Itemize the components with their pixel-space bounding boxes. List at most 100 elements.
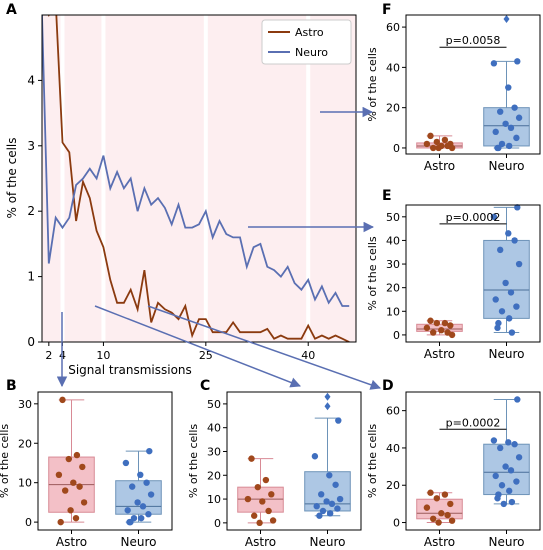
data-point <box>444 511 451 519</box>
outlier-marker <box>503 15 510 24</box>
highlight-column-4 <box>60 15 65 342</box>
y-tick-label: 30 <box>207 445 221 458</box>
panel-a-x-ticks: 24102540 <box>45 342 315 362</box>
data-point <box>494 495 501 502</box>
panel-label: B <box>6 378 17 394</box>
y-tick-label: 20 <box>18 437 32 450</box>
data-point <box>497 444 504 452</box>
data-point <box>506 487 513 495</box>
y-tick-label: 0 <box>214 517 221 530</box>
y-tick-label: 30 <box>18 398 32 411</box>
x-tick-label: Neuro <box>489 347 525 361</box>
plot-frame <box>405 14 541 155</box>
y-axis-label: % of the cells <box>187 424 200 499</box>
data-point <box>441 491 449 498</box>
data-point <box>492 128 499 136</box>
data-point <box>334 505 341 512</box>
y-tick-label: 10 <box>386 305 400 318</box>
panel-d-box-plot: Astro Neuro 0 20 40 60 % of the cells Dp=0.0002 <box>366 378 541 549</box>
x-tick-label: Neuro <box>121 535 157 549</box>
data-point <box>430 515 437 523</box>
arrow-to-panel-d <box>147 305 381 390</box>
data-point <box>251 512 258 519</box>
data-point <box>435 519 442 526</box>
data-point <box>506 142 513 150</box>
x-tick-label: Neuro <box>310 535 346 549</box>
data-point <box>497 246 504 254</box>
data-point <box>513 134 520 142</box>
data-point <box>145 511 152 518</box>
x-tick-label: Neuro <box>489 159 525 173</box>
data-point <box>490 60 498 67</box>
data-point <box>448 517 456 524</box>
y-axis-label: % of the cells <box>366 236 379 311</box>
connector-arrows <box>56 106 381 390</box>
data-point <box>497 108 504 115</box>
data-point <box>502 279 509 287</box>
box-astro <box>416 498 463 520</box>
x-tick-label: 10 <box>96 349 110 362</box>
panel-a-legend: Astro Neuro <box>261 19 352 65</box>
data-point <box>59 396 66 404</box>
data-point <box>67 507 74 514</box>
x-tick-label: 2 <box>45 349 52 362</box>
data-point <box>143 479 150 486</box>
data-point <box>248 455 255 462</box>
panel-a-label: A <box>6 2 17 18</box>
data-point <box>492 472 499 480</box>
data-point <box>513 478 520 485</box>
data-point <box>515 454 523 461</box>
x-tick-label: Neuro <box>489 535 525 549</box>
y-tick-label: 0 <box>27 335 35 349</box>
data-point <box>335 417 342 424</box>
data-point <box>438 326 445 334</box>
y-tick-label: 10 <box>207 493 221 506</box>
panel-a-frame <box>41 14 357 343</box>
y-tick-label: 3 <box>27 139 35 153</box>
data-point <box>505 439 512 446</box>
data-point <box>70 479 77 486</box>
y-tick-label: 4 <box>27 73 35 87</box>
plot-frame <box>405 391 541 531</box>
data-point <box>80 499 88 506</box>
outlier-marker <box>324 402 331 411</box>
data-point <box>122 459 130 467</box>
data-point <box>500 500 507 508</box>
data-point <box>265 507 272 515</box>
highlight-column-25 <box>203 15 208 342</box>
data-point <box>427 132 434 140</box>
data-point <box>438 510 445 517</box>
data-point <box>430 144 437 152</box>
y-axis-label: % of the cells <box>0 424 11 499</box>
data-point <box>507 124 515 132</box>
data-point <box>319 507 327 515</box>
data-point <box>433 319 440 327</box>
data-point <box>55 471 63 478</box>
x-tick-label: Astro <box>424 535 455 549</box>
x-tick-label: 25 <box>199 349 213 362</box>
data-point <box>256 519 263 527</box>
y-tick-label: 30 <box>386 258 400 271</box>
y-tick-label: 40 <box>386 442 400 455</box>
panel-f-box-plot: Astro Neuro 0 20 40 60 % of the cells Fp=0.0058 <box>366 2 541 173</box>
highlight-column-40 <box>306 15 311 342</box>
plot-frame <box>37 391 173 531</box>
p-value-annotation: p=0.0002 <box>446 416 501 429</box>
x-tick-label: Astro <box>424 159 455 173</box>
x-tick-label: Astro <box>56 535 87 549</box>
data-point <box>57 518 64 526</box>
panel-a-highlight-columns <box>60 15 311 342</box>
data-point <box>146 447 153 455</box>
data-point <box>508 329 516 336</box>
y-tick-label: 50 <box>207 398 221 411</box>
panel-c-box-plot: Astro Neuro 0 10 20 30 40 50 % of the cells C <box>187 378 362 549</box>
arrow-to-panel-c <box>94 305 301 388</box>
plot-frame <box>226 391 362 531</box>
data-point <box>126 518 133 526</box>
data-point <box>311 453 319 460</box>
data-point <box>73 451 81 459</box>
data-point <box>495 319 502 327</box>
y-tick-label: 40 <box>386 61 400 74</box>
y-tick-label: 60 <box>386 21 400 34</box>
y-tick-label: 0 <box>393 329 400 342</box>
